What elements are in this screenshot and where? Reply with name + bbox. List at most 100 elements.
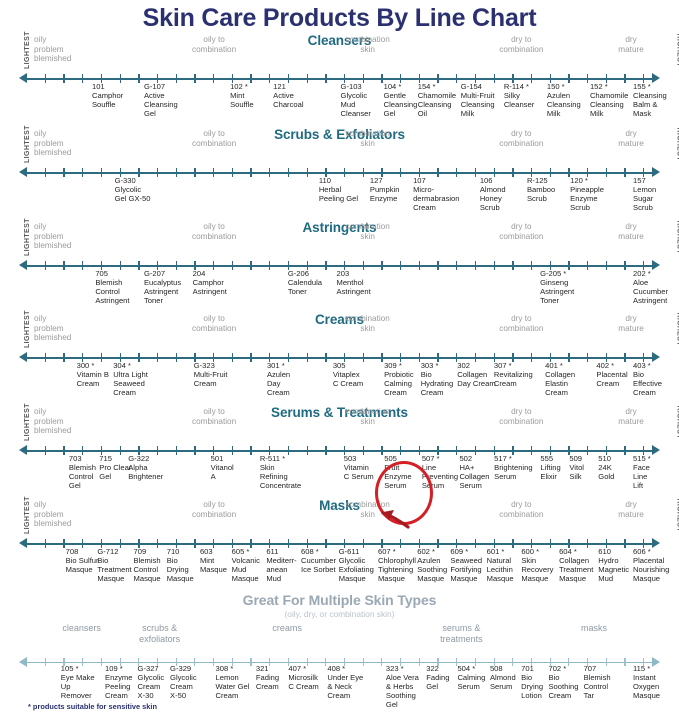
product-entry[interactable]: 509 Vitol Silk <box>569 454 584 482</box>
product-entry[interactable]: 401 * Collagen Elastin Cream <box>545 361 575 398</box>
product-entry[interactable]: 301 * Azulen Day Cream <box>267 361 290 398</box>
product-entry[interactable]: 502 HA+ Collagen Serum <box>459 454 489 491</box>
product-entry[interactable]: G-107 Active Cleansing Gel <box>144 82 178 119</box>
product-code: R-114 * <box>503 82 530 91</box>
product-entry[interactable]: G-329 Glycolic Cream X-50 <box>170 664 197 701</box>
product-entry[interactable]: R-114 * Silky Cleanser <box>503 82 534 110</box>
product-entry[interactable]: G-205 * Ginseng Astringent Toner <box>540 269 575 306</box>
product-entry[interactable]: 701 Bio Drying Lotion <box>521 664 543 701</box>
product-entry[interactable]: 154 * Chamomile Cleansing Oil <box>418 82 456 119</box>
product-entry[interactable]: 107 Micro- dermabrasion Cream <box>413 176 459 213</box>
product-entry[interactable]: 302 Collagen Day Cream <box>457 361 495 389</box>
product-entry[interactable]: G-611 Glycolic Exfoliating Masque <box>339 547 374 584</box>
product-entry[interactable]: 600 * Skin Recovery Masque <box>521 547 553 584</box>
product-entry[interactable]: 304 * Ultra Light Seaweed Cream <box>113 361 148 398</box>
product-entry[interactable]: 403 * Bio Effective Cream <box>633 361 662 398</box>
product-entry[interactable]: 101 Camphor Souffle <box>92 82 123 110</box>
product-entry[interactable]: R-511 * Skin Refining Concentrate <box>260 454 301 491</box>
product-entry[interactable]: 321 Fading Cream <box>256 664 279 692</box>
product-entry[interactable]: 605 * Volcanic Mud Masque <box>232 547 260 584</box>
product-entry[interactable]: 121 Active Charcoal <box>273 82 303 110</box>
axis-tick <box>418 261 421 270</box>
product-entry[interactable]: 608 * Cucumber Ice Sorbet <box>301 547 336 575</box>
chart-sections: Cleansers oily problem blemished oily to c… <box>0 31 679 590</box>
product-entry[interactable]: 407 * Microsilk C Cream <box>288 664 318 692</box>
product-entry[interactable]: 152 * Chamomile Cleansing Milk <box>590 82 628 119</box>
product-entry[interactable]: G-103 Glycolic Mud Cleanser <box>341 82 371 119</box>
product-entry[interactable]: 323 * Aloe Vera & Herbs Soothing Gel <box>386 664 419 710</box>
product-entry[interactable]: 705 Blemish Control Astringent <box>95 269 129 306</box>
product-entry[interactable]: G-712 Bio Treatment Masque <box>97 547 131 584</box>
product-entry[interactable]: 155 * Cleansing Balm & Mask <box>633 82 667 119</box>
product-entry[interactable]: 703 Blemish Control Gel <box>69 454 96 491</box>
product-entry[interactable]: 610 Hydro Magnetic Mud <box>598 547 629 584</box>
product-entry[interactable]: 402 * Placental Cream <box>596 361 627 389</box>
product-entry[interactable]: 515 * Face Line Lift <box>633 454 653 491</box>
product-entry[interactable]: R-125 Bamboo Scrub <box>527 176 555 204</box>
product-entry[interactable]: 611 Mediterr- anean Mud <box>266 547 296 584</box>
product-entry[interactable]: G-207 Eucalyptus Astringent Toner <box>144 269 181 306</box>
product-entry[interactable]: 604 * Collagen Treatment Masque <box>559 547 593 584</box>
product-entry[interactable]: G-322 Alpha Brightener <box>128 454 163 482</box>
product-code: 102 * <box>230 82 248 91</box>
axis-tick <box>568 74 570 83</box>
axis-tick <box>400 168 402 177</box>
product-entry[interactable]: 507 * Line Preventing Serum <box>422 454 458 491</box>
product-entry[interactable]: 308 * Lemon Water Gel Cream <box>216 664 250 701</box>
product-entry[interactable]: 305 Vitaplex C Cream <box>333 361 363 389</box>
product-entry[interactable]: 322 Fading Gel <box>426 664 449 692</box>
product-entry[interactable]: 503 Vitamin C Serum <box>344 454 374 482</box>
product-name: Ginseng Astringent Toner <box>540 277 575 305</box>
axis-tick <box>250 658 252 666</box>
product-entry[interactable]: 606 * Placental Nourishing Masque <box>633 547 669 584</box>
product-entry[interactable]: 517 * Brightening Serum <box>494 454 533 482</box>
product-entry[interactable]: G-206 Calendula Toner <box>288 269 322 297</box>
product-entry[interactable]: 708 Bio Sulfur Masque <box>66 547 99 575</box>
product-entry[interactable]: G-330 Glycolic Gel GX-50 <box>115 176 151 204</box>
product-entry[interactable]: 501 Vitanol A <box>211 454 234 482</box>
zone-label: oily problem blemished <box>34 35 72 64</box>
product-entry[interactable]: 602 * Azulen Soothing Masque <box>417 547 447 584</box>
product-entry[interactable]: 127 Pumpkin Enzyme <box>370 176 400 204</box>
axis-tick <box>530 168 533 177</box>
product-entry[interactable]: 709 Blemish Control Masque <box>134 547 161 584</box>
product-entry[interactable]: 202 * Aloe Cucumber Astringent <box>633 269 668 306</box>
product-entry[interactable]: 609 * Seaweed Fortifying Masque <box>450 547 482 584</box>
product-entry[interactable]: 106 Almond Honey Scrub <box>480 176 506 213</box>
axis-line <box>19 445 660 457</box>
product-entry[interactable]: 702 * Bio Soothing Cream <box>548 664 578 701</box>
product-entry[interactable]: 555 Lifting Elixir <box>540 454 560 482</box>
product-entry[interactable]: 508 Almond Serum <box>490 664 516 692</box>
product-entry[interactable]: 603 Mint Masque <box>200 547 227 575</box>
product-entry[interactable]: 303 * Bio Hydrating Cream <box>421 361 454 398</box>
product-entry[interactable]: 105 * Eye Make Up Remover <box>61 664 95 701</box>
product-entry[interactable]: 157 Lemon Sugar Scrub <box>633 176 656 213</box>
product-entry[interactable]: 309 * Probiotic Calming Cream <box>384 361 414 398</box>
product-entry[interactable]: 203 Menthol Astringent <box>337 269 371 297</box>
product-entry[interactable]: 307 * Revitalizing Cream <box>494 361 533 389</box>
product-entry[interactable]: 300 * Vitamin B Cream <box>77 361 109 389</box>
product-entry[interactable]: 607 * Chlorophyll Tightening Masque <box>378 547 416 584</box>
product-entry[interactable]: 204 Camphor Astringent <box>193 269 227 297</box>
product-entry[interactable]: 102 * Mint Souffle <box>230 82 254 110</box>
product-entry[interactable]: 104 * Gentle Cleansing Gel <box>384 82 418 119</box>
product-entry[interactable]: 110 Herbal Peeling Gel <box>319 176 358 204</box>
product-entry[interactable]: 109 * Enzyme Peeling Cream <box>105 664 132 701</box>
product-entry[interactable]: 504 * Calming Serum <box>457 664 485 692</box>
product-entry[interactable]: 715 Pro Clear Gel <box>99 454 131 482</box>
product-entry[interactable]: 150 * Azulen Cleansing Milk <box>547 82 581 119</box>
zone-label: dry mature <box>618 222 644 241</box>
product-entry[interactable]: 115 * Instant Oxygen Masque <box>633 664 660 701</box>
product-name: Brightening Serum <box>494 462 533 481</box>
axis-tick <box>138 353 140 362</box>
product-entry[interactable]: 601 * Natural Lecithin Masque <box>487 547 514 584</box>
product-entry[interactable]: 710 Bio Drying Masque <box>167 547 194 584</box>
product-entry[interactable]: 707 Blemish Control Tar <box>584 664 611 701</box>
product-entry[interactable]: G-323 Multi-Fruit Cream <box>194 361 228 389</box>
product-entry[interactable]: 120 * Pineapple Enzyme Scrub <box>570 176 604 213</box>
product-entry[interactable]: G-327 Glycolic Cream X-30 <box>138 664 165 701</box>
product-entry[interactable]: 510 24K Gold <box>598 454 614 482</box>
product-entry[interactable]: 505 Fruit Enzyme Serum <box>384 454 411 491</box>
product-entry[interactable]: 408 * Under Eye & Neck Cream <box>327 664 363 701</box>
product-entry[interactable]: G-154 Multi-Fruit Cleansing Milk <box>461 82 495 119</box>
